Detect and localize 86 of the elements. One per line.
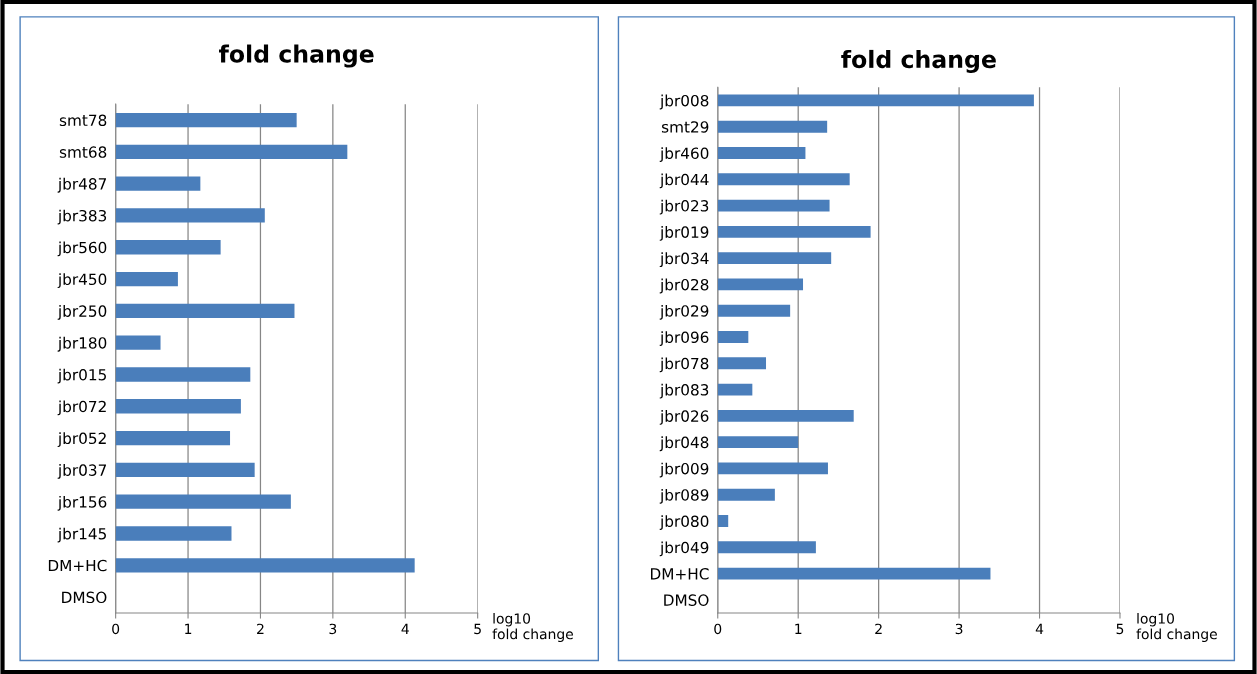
bar: [115, 112, 297, 128]
bar: [717, 462, 828, 475]
x-tick-label: 1: [185, 623, 192, 634]
bar: [115, 526, 232, 541]
x-tick-label: 5: [1116, 623, 1124, 635]
bar: [115, 462, 255, 478]
x-tick-label: 2: [257, 623, 264, 634]
bar: [717, 199, 830, 212]
x-tick-label: 4: [401, 623, 409, 634]
bar: [717, 147, 806, 159]
y-tick-label: jbr037: [57, 464, 106, 479]
y-tick-label: jbr083: [659, 383, 709, 399]
x-tick-label: 1: [795, 623, 802, 634]
bar: [717, 304, 791, 317]
y-tick-label: smt29: [661, 121, 709, 133]
y-tick-label: jbr019: [659, 226, 709, 241]
bar: [115, 240, 221, 255]
chart-title: fold change: [219, 44, 374, 68]
y-tick-label: jbr460: [659, 147, 709, 162]
y-tick-label: jbr044: [659, 173, 709, 189]
bar: [717, 331, 749, 343]
bar: [717, 567, 991, 580]
bar: [717, 436, 799, 449]
y-tick-label: DMSO: [62, 591, 107, 604]
y-tick-label: jbr156: [57, 495, 107, 511]
y-tick-label: smt78: [59, 114, 107, 127]
y-tick-label: jbr028: [659, 278, 709, 294]
x-tick-label: 2: [875, 623, 882, 634]
x-tick-label: 0: [112, 623, 120, 635]
y-tick-label: jbr009: [659, 462, 709, 478]
y-tick-label: jbr052: [57, 432, 106, 448]
bar: [717, 252, 832, 265]
y-tick-label: DM+HC: [651, 568, 709, 580]
bar: [115, 430, 231, 446]
y-tick-label: jbr145: [57, 527, 106, 543]
bar: [717, 225, 871, 238]
y-tick-label: jbr026: [659, 410, 709, 425]
bar: [115, 335, 161, 350]
x-tick-label: 3: [329, 623, 337, 635]
bar: [717, 357, 767, 370]
bar: [717, 94, 1034, 107]
bar: [115, 208, 265, 223]
bar: [115, 144, 348, 159]
x-axis-title: log10 fold change: [1136, 613, 1217, 642]
bar: [717, 383, 753, 396]
bar: [717, 173, 850, 186]
y-tick-label: jbr049: [659, 541, 709, 557]
y-tick-label: jbr023: [659, 199, 709, 215]
y-tick-label: jbr034: [659, 252, 709, 268]
y-tick-label: jbr383: [57, 209, 107, 225]
x-tick-label: 4: [1035, 623, 1044, 634]
bar: [115, 367, 251, 382]
bar: [717, 541, 816, 554]
bar: [717, 278, 804, 291]
bar: [717, 488, 775, 501]
bar: [115, 303, 295, 319]
bar: [115, 271, 178, 287]
y-tick-label: jbr180: [57, 336, 107, 352]
bar: [115, 558, 415, 573]
bar: [115, 494, 291, 509]
y-tick-label: jbr450: [57, 273, 107, 289]
y-tick-label: jbr048: [659, 436, 709, 452]
y-tick-label: jbr008: [659, 94, 709, 110]
y-tick-label: jbr089: [659, 488, 709, 504]
chart-title: fold change: [841, 49, 996, 73]
y-tick-label: jbr078: [659, 357, 709, 373]
y-tick-label: jbr015: [57, 368, 106, 384]
y-tick-label: jbr487: [57, 177, 106, 193]
bar: [717, 120, 828, 133]
bar: [717, 515, 729, 527]
bar: [115, 176, 201, 191]
bar: [115, 399, 241, 414]
y-tick-label: jbr096: [659, 331, 709, 346]
y-tick-label: jbr080: [659, 515, 709, 530]
y-tick-label: smt68: [59, 146, 107, 158]
x-tick-label: 0: [714, 623, 722, 635]
y-tick-label: jbr029: [659, 304, 709, 320]
x-tick-label: 5: [474, 623, 481, 635]
x-tick-label: 3: [955, 623, 963, 635]
y-tick-label: jbr250: [57, 305, 107, 320]
y-tick-label: jbr560: [57, 241, 107, 257]
bar: [717, 409, 854, 422]
y-tick-label: jbr072: [57, 400, 106, 416]
y-tick-label: DM+HC: [48, 559, 107, 572]
x-axis-title: log10 fold change: [492, 613, 573, 642]
y-tick-label: DMSO: [664, 594, 709, 606]
